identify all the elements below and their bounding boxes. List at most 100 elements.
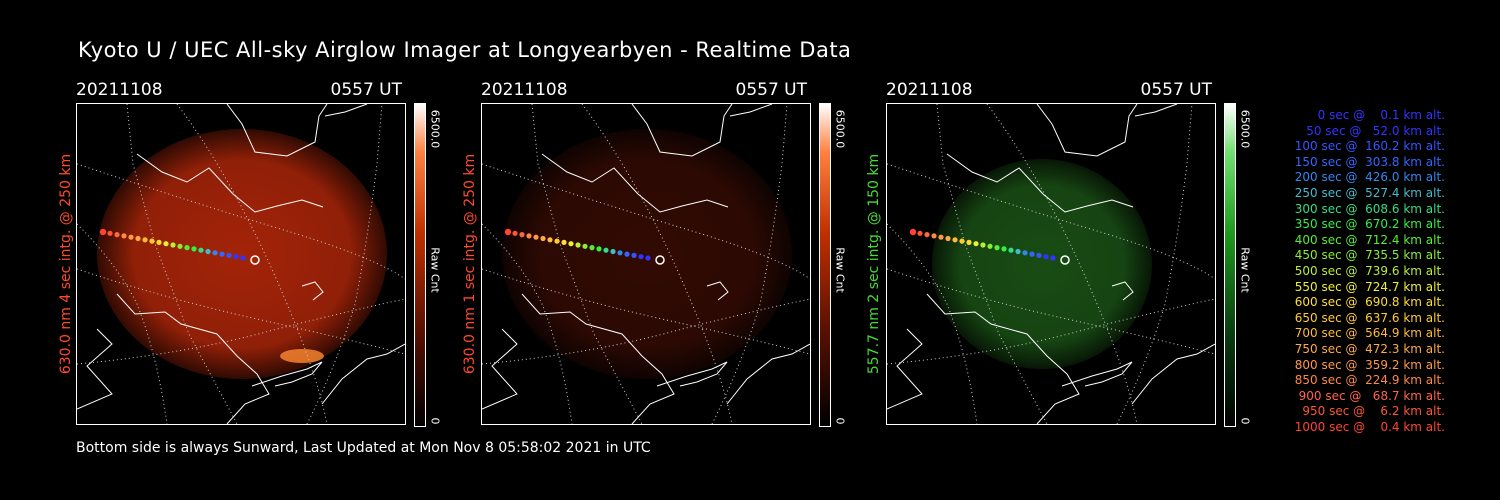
legend-entry: 900 sec @ 68.7 km alt. — [1294, 388, 1445, 403]
legend-entry: 100 sec @ 160.2 km alt. — [1290, 139, 1445, 154]
track-point — [142, 237, 148, 243]
panel-1-time: 0557 UT — [330, 80, 403, 100]
panel-3-colorbar-unit: Raw Cnt — [1238, 247, 1252, 293]
track-point — [973, 241, 979, 247]
coastline — [1061, 361, 1133, 387]
grid-line — [887, 268, 1215, 355]
panel-3-colorbar-max: 6500.0 — [1238, 109, 1252, 149]
legend-entry: 1000 sec @ 0.4 km alt. — [1294, 419, 1445, 434]
track-point — [540, 235, 546, 242]
legend-entry: 650 sec @ 637.6 km alt. — [1290, 310, 1445, 325]
panel-1-ylabel: 630.0 nm 4 sec intg. @ 250 km — [56, 104, 76, 424]
airglow-disk — [97, 129, 387, 379]
station-marker — [1060, 255, 1070, 265]
bright-spot — [280, 349, 324, 363]
track-point — [191, 246, 197, 252]
coastline — [1036, 104, 1138, 157]
track-point — [99, 228, 107, 236]
panel-2-time: 0557 UT — [735, 80, 808, 100]
track-point — [1050, 255, 1056, 261]
track-point — [568, 241, 574, 247]
grid-line — [887, 163, 1215, 280]
panel-2-colorbar-unit: Raw Cnt — [833, 247, 847, 293]
track-point — [603, 247, 609, 253]
track-point — [938, 234, 944, 240]
coastline — [321, 343, 405, 405]
track-point — [1029, 251, 1035, 257]
grid-line — [77, 223, 168, 424]
track-point — [184, 245, 190, 251]
track-point — [561, 239, 567, 245]
track-point — [121, 233, 127, 239]
legend-entry: 400 sec @ 712.4 km alt. — [1290, 232, 1445, 247]
track-point — [980, 242, 986, 248]
coastline — [136, 153, 324, 213]
panel-1-image — [76, 103, 406, 425]
track-point — [519, 232, 525, 238]
grid-line — [77, 163, 405, 280]
legend-entry: 700 sec @ 564.9 km alt. — [1290, 326, 1445, 341]
grid-line — [176, 104, 328, 424]
coastline — [1131, 343, 1215, 405]
legend-entry: 750 sec @ 472.3 km alt. — [1290, 341, 1445, 356]
legend-entry: 0 sec @ 0.1 km alt. — [1306, 108, 1445, 122]
grid-line — [77, 298, 405, 365]
legend-entry: 850 sec @ 224.9 km alt. — [1290, 373, 1445, 388]
track-point — [1001, 246, 1007, 252]
coastline — [482, 328, 518, 410]
panel-2-colorbar — [819, 103, 831, 427]
coastline — [521, 293, 675, 424]
panel-1-colorbar-unit: Raw Cnt — [428, 247, 442, 293]
track-point — [624, 251, 630, 257]
panel-3-image — [886, 103, 1216, 425]
allsky-map — [887, 104, 1215, 424]
panel-3-time: 0557 UT — [1140, 80, 1213, 100]
coastline — [887, 328, 923, 410]
legend-entry: 950 sec @ 6.2 km alt. — [1298, 404, 1445, 419]
track-point — [582, 243, 588, 249]
panel-1-colorbar — [414, 103, 426, 427]
track-point — [1043, 254, 1049, 260]
track-point — [1022, 250, 1028, 256]
track-point — [219, 251, 225, 257]
legend-entry: 800 sec @ 359.2 km alt. — [1290, 357, 1445, 372]
grid-line — [887, 298, 1215, 365]
track-point — [512, 230, 518, 236]
panel-1-colorbar-max: 6500.0 — [428, 109, 442, 149]
track-point — [645, 255, 651, 261]
track-point — [135, 235, 141, 242]
track-point — [1036, 252, 1042, 258]
panel-1-ylabel-text: 630.0 nm 4 sec intg. @ 250 km — [58, 153, 74, 375]
track-point — [128, 234, 134, 240]
track-point — [924, 232, 930, 238]
grid-line — [126, 104, 238, 424]
grid-line — [936, 104, 1048, 424]
panel-2: 20211108 0557 UT — [481, 80, 811, 425]
track-point — [163, 241, 169, 247]
track-point — [931, 233, 937, 239]
track-point — [575, 242, 581, 248]
track-point — [526, 233, 532, 239]
coastline — [541, 153, 729, 213]
page-title: Kyoto U / UEC All-sky Airglow Imager at … — [78, 38, 852, 62]
track-point — [156, 239, 162, 245]
track-point — [617, 250, 623, 256]
legend-entry: 300 sec @ 608.6 km alt. — [1290, 201, 1445, 216]
track-point — [994, 245, 1000, 251]
track-point — [177, 243, 183, 249]
coastline — [301, 281, 324, 301]
track-point — [547, 237, 553, 243]
track-point — [1015, 248, 1021, 255]
track-point — [212, 250, 218, 256]
legend-entry: 250 sec @ 527.4 km alt. — [1290, 185, 1445, 200]
panel-3-ylabel: 557.7 nm 2 sec intg. @ 150 km — [864, 104, 884, 424]
altitude-legend: 0 sec @ 0.1 km alt. 50 sec @ 52.0 km alt… — [1260, 108, 1445, 435]
grid-line — [77, 268, 405, 355]
grid-line — [986, 104, 1138, 424]
legend-entry: 200 sec @ 426.0 km alt. — [1290, 170, 1445, 185]
track-point — [987, 243, 993, 249]
track-point — [917, 230, 923, 236]
track-point — [233, 254, 239, 260]
grid-line — [482, 268, 810, 355]
airglow-disk — [502, 129, 792, 379]
